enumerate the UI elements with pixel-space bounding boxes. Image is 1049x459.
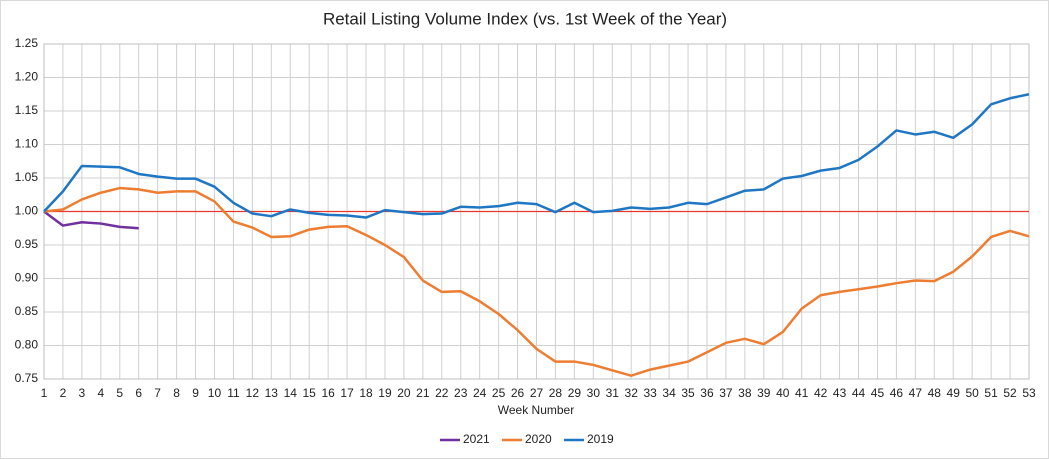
- x-tick-label: 42: [814, 386, 828, 400]
- x-tick-label: 34: [662, 386, 676, 400]
- x-tick-label: 8: [173, 386, 180, 400]
- x-tick-label: 22: [435, 386, 449, 400]
- x-tick-label: 16: [321, 386, 335, 400]
- legend-label: 2020: [525, 432, 552, 446]
- series-line: [43, 186, 1030, 377]
- series-line: [43, 93, 1030, 219]
- x-tick-label: 35: [681, 386, 695, 400]
- x-tick-label: 39: [757, 386, 771, 400]
- x-tick-label: 15: [303, 386, 317, 400]
- x-axis-label: Week Number: [498, 403, 574, 417]
- x-tick-label: 21: [416, 386, 430, 400]
- y-tick-label: 0.85: [15, 304, 39, 318]
- y-tick-label: 0.75: [15, 371, 39, 385]
- y-tick-label: 1.15: [15, 103, 39, 117]
- x-tick-label: 43: [833, 386, 847, 400]
- x-tick-label: 23: [454, 386, 468, 400]
- x-tick-label: 52: [1003, 386, 1017, 400]
- x-tick-label: 10: [208, 386, 222, 400]
- x-tick-label: 50: [965, 386, 979, 400]
- x-tick-label: 41: [795, 386, 809, 400]
- x-tick-label: 2: [60, 386, 67, 400]
- x-tick-label: 12: [246, 386, 260, 400]
- x-tick-label: 25: [492, 386, 506, 400]
- x-tick-label: 44: [852, 386, 866, 400]
- x-tick-label: 47: [909, 386, 923, 400]
- x-tick-label: 36: [700, 386, 714, 400]
- x-tick-label: 53: [1022, 386, 1036, 400]
- x-tick-label: 13: [265, 386, 279, 400]
- x-tick-label: 45: [871, 386, 885, 400]
- x-tick-label: 37: [719, 386, 733, 400]
- y-tick-label: 1.00: [15, 204, 39, 218]
- y-tick-label: 0.95: [15, 237, 39, 251]
- x-tick-label: 32: [625, 386, 639, 400]
- y-tick-label: 1.05: [15, 170, 39, 184]
- x-tick-label: 14: [284, 386, 298, 400]
- x-tick-label: 6: [135, 386, 142, 400]
- x-tick-label: 18: [359, 386, 373, 400]
- x-tick-label: 26: [511, 386, 525, 400]
- x-tick-label: 49: [947, 386, 961, 400]
- x-tick-label: 27: [530, 386, 544, 400]
- x-tick-label: 46: [890, 386, 904, 400]
- x-tick-label: 30: [587, 386, 601, 400]
- x-tick-label: 19: [378, 386, 392, 400]
- x-tick-label: 31: [606, 386, 620, 400]
- legend-label: 2021: [463, 432, 490, 446]
- y-tick-label: 0.80: [15, 338, 39, 352]
- y-tick-label: 0.90: [15, 271, 39, 285]
- x-tick-label: 40: [776, 386, 790, 400]
- x-tick-label: 51: [984, 386, 998, 400]
- x-tick-label: 1: [41, 386, 48, 400]
- x-tick-label: 29: [568, 386, 582, 400]
- x-tick-label: 11: [227, 386, 240, 400]
- x-tick-label: 9: [192, 386, 199, 400]
- x-tick-label: 28: [549, 386, 563, 400]
- x-tick-label: 33: [643, 386, 657, 400]
- x-tick-label: 38: [738, 386, 752, 400]
- y-tick-label: 1.10: [15, 137, 39, 151]
- x-tick-label: 20: [397, 386, 411, 400]
- series-line: [43, 210, 139, 230]
- x-tick-label: 24: [473, 386, 487, 400]
- y-tick-label: 1.25: [15, 36, 39, 50]
- y-tick-label: 1.20: [15, 70, 39, 84]
- x-tick-label: 7: [154, 386, 161, 400]
- x-tick-label: 5: [116, 386, 123, 400]
- x-tick-label: 17: [340, 386, 354, 400]
- legend-label: 2019: [587, 432, 614, 446]
- x-tick-label: 3: [79, 386, 86, 400]
- x-tick-label: 48: [928, 386, 942, 400]
- chart-title: Retail Listing Volume Index (vs. 1st Wee…: [323, 9, 727, 28]
- x-tick-label: 4: [97, 386, 104, 400]
